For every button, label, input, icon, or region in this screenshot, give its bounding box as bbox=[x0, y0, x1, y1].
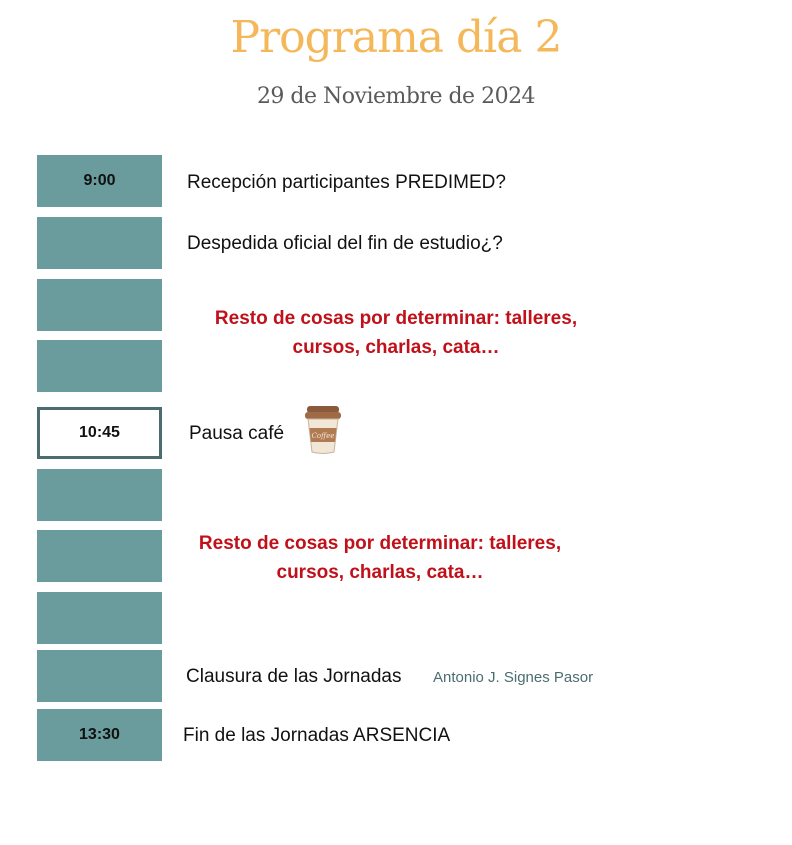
agenda-note-tbd-1: Resto de cosas por determinar: talleres,… bbox=[176, 304, 616, 362]
agenda-note-tbd-2-line2: cursos, charlas, cata… bbox=[276, 562, 484, 583]
time-slot-4 bbox=[37, 340, 162, 392]
page-date: 29 de Noviembre de 2024 bbox=[256, 84, 536, 109]
page-title: Programa día 2 bbox=[230, 12, 563, 63]
agenda-note-tbd-1-line2: cursos, charlas, cata… bbox=[292, 337, 500, 358]
coffee-cup-icon: Coffee bbox=[305, 406, 341, 454]
agenda-item-farewell: Despedida oficial del fin de estudio¿? bbox=[187, 233, 503, 254]
agenda-note-tbd-2: Resto de cosas por determinar: talleres,… bbox=[160, 529, 600, 587]
time-slot-2 bbox=[37, 217, 162, 269]
agenda-item-end: Fin de las Jornadas ARSENCIA bbox=[183, 725, 451, 746]
time-slot-8 bbox=[37, 592, 162, 644]
agenda-item-coffee: Pausa café bbox=[189, 423, 285, 444]
svg-text:Coffee: Coffee bbox=[312, 432, 335, 440]
agenda-item-reception: Recepción participantes PREDIMED? bbox=[187, 172, 506, 193]
time-slot-3 bbox=[37, 279, 162, 331]
time-slot-5: 10:45 bbox=[37, 407, 162, 459]
time-slot-1: 9:00 bbox=[37, 155, 162, 207]
agenda-note-tbd-1-line1: Resto de cosas por determinar: talleres, bbox=[214, 308, 578, 329]
time-slot-6 bbox=[37, 469, 162, 521]
time-slot-7 bbox=[37, 530, 162, 582]
closing-speaker: Antonio J. Signes Pasor bbox=[433, 669, 594, 686]
time-slot-9 bbox=[37, 650, 162, 702]
agenda-item-closing: Clausura de las Jornadas bbox=[186, 666, 402, 687]
agenda-note-tbd-2-line1: Resto de cosas por determinar: talleres, bbox=[198, 533, 562, 554]
time-slot-10: 13:30 bbox=[37, 709, 162, 761]
